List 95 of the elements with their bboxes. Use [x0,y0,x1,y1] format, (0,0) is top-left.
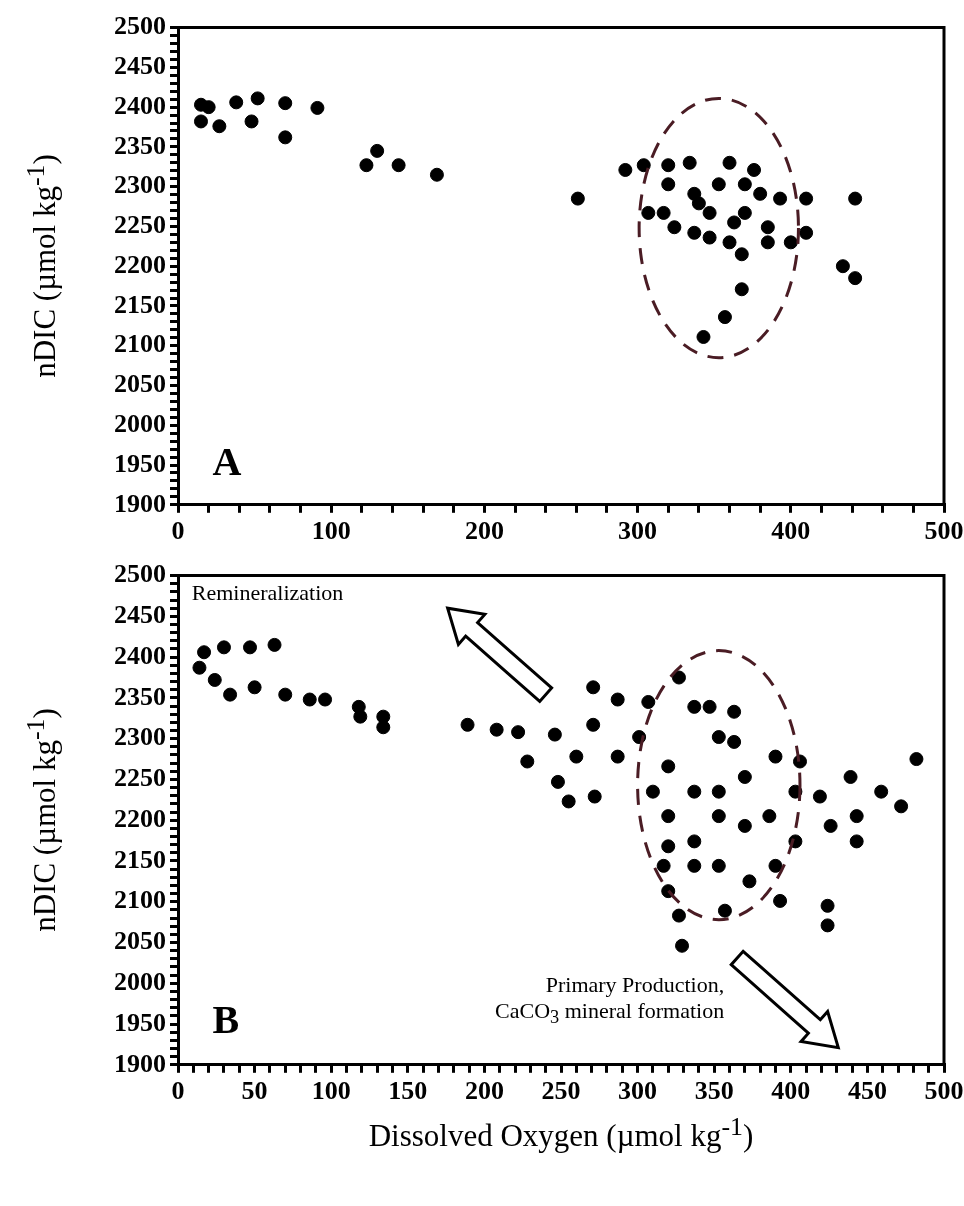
point [212,119,227,134]
x-tick-label: 500 [924,516,964,546]
point [570,191,585,206]
point [737,177,752,192]
point [783,235,798,250]
point [734,282,749,297]
x-tick-label: 350 [694,1076,734,1106]
y-tick-label: 2300 [114,722,166,752]
point [636,158,651,173]
point [250,91,265,106]
y-tick-label: 2050 [114,369,166,399]
annotation: A [212,438,242,486]
point [682,155,697,170]
point [641,205,656,220]
y-tick-label: 2200 [114,249,166,279]
point [667,220,682,235]
y-tick-label: 1900 [114,1048,166,1078]
point [691,196,706,211]
point [722,235,737,250]
y-tick-label: 1900 [114,488,166,518]
point [656,205,671,220]
point [359,158,374,173]
x-axis-title: Dissolved Oxygen (µmol kg$^{-1}$) [368,1112,754,1155]
x-tick-label: 400 [771,516,811,546]
point [760,235,775,250]
x-tick-label: 0 [171,1076,185,1106]
point [753,186,768,201]
y-tick-label: 2350 [114,681,166,711]
annotation: Primary Production, CaCO$_{3}$ mineral formation [495,971,725,1030]
annotation: B [212,996,240,1045]
point [229,95,244,110]
y-tick-label: 1950 [114,1007,166,1037]
point [193,114,208,129]
x-tick-label: 100 [311,516,351,546]
x-tick-label: 450 [847,1076,887,1106]
x-tick-label: 250 [541,1076,581,1106]
y-tick-label: 2050 [114,926,166,956]
point [835,259,850,274]
y-tick-label: 2250 [114,763,166,793]
point [737,205,752,220]
y-tick-label: 2200 [114,803,166,833]
point [661,177,676,192]
point [618,162,633,177]
y-tick-label: 2150 [114,844,166,874]
x-tick-label: 500 [924,1076,964,1106]
x-tick-label: 400 [771,1076,811,1106]
point [727,215,742,230]
y-tick-label: 2400 [114,640,166,670]
y-tick-label: 2450 [114,600,166,630]
point [278,96,293,111]
x-tick-label: 150 [388,1076,428,1106]
x-tick-label: 200 [464,1076,504,1106]
y-tick-label: 2100 [114,329,166,359]
point [201,100,216,115]
y-tick-label: 2500 [114,11,166,41]
point [734,247,749,262]
point [696,329,711,344]
point [848,271,863,286]
y-tick-label: 2250 [114,210,166,240]
x-tick-label: 0 [171,516,185,546]
y-tick-label: 2350 [114,130,166,160]
point [848,191,863,206]
point [773,191,788,206]
point [391,158,406,173]
y-tick-label: 2000 [114,966,166,996]
point [760,220,775,235]
y-tick-label: 2400 [114,90,166,120]
point [244,114,259,129]
point [717,310,732,325]
point [370,143,385,158]
x-tick-label: 100 [311,1076,351,1106]
point [278,130,293,145]
y-tick-label: 2450 [114,51,166,81]
y-tick-label: 2150 [114,289,166,319]
annotation: Remineralization [191,580,344,607]
point [702,205,717,220]
y-tick-label: 2500 [114,559,166,589]
point [799,191,814,206]
point [702,230,717,245]
point [687,225,702,240]
y-tick-label: 2100 [114,885,166,915]
y-tick-label: 1950 [114,448,166,478]
x-tick-label: 300 [618,516,658,546]
point [799,225,814,240]
point [429,167,444,182]
point [310,100,325,115]
x-tick-label: 200 [464,516,504,546]
y-tick-label: 2000 [114,408,166,438]
point [711,177,726,192]
point [747,162,762,177]
x-tick-label: 300 [618,1076,658,1106]
point [722,155,737,170]
point [661,158,676,173]
y-tick-label: 2300 [114,170,166,200]
x-tick-label: 50 [241,1076,268,1106]
